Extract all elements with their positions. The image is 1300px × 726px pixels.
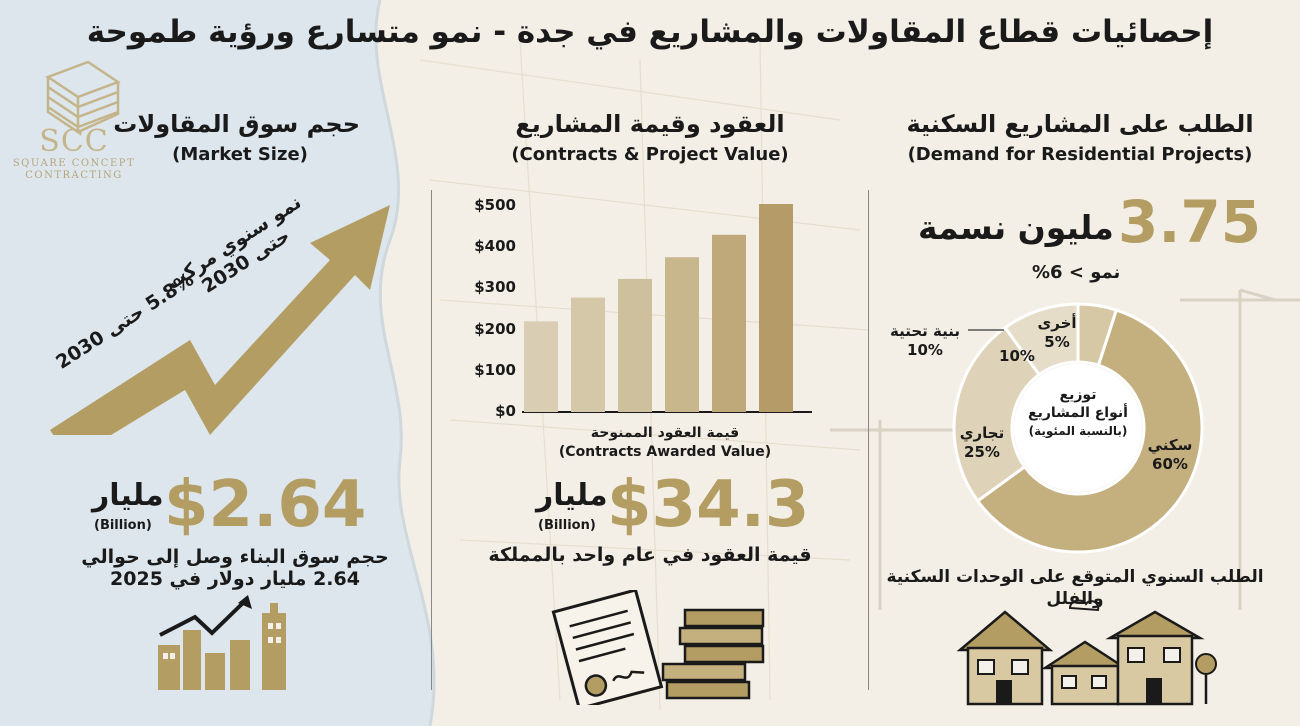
infra-leader-line: [968, 329, 1004, 331]
segment-inner-infrastructure: 10%: [999, 347, 1035, 365]
donut-center: [1014, 364, 1142, 492]
market-unit-en: (Billion): [94, 518, 152, 533]
segment-label-residential: سكني 60%: [1147, 436, 1193, 473]
contracts-heading-en: (Contracts & Project Value): [511, 144, 789, 165]
contracts-value: $34.3: [607, 468, 810, 542]
donut-slice: [1076, 302, 1119, 368]
scc-logo-icon: [45, 60, 121, 135]
residential-heading: الطلب على المشاريع السكنية: [906, 110, 1254, 138]
y-tick: $100: [474, 361, 516, 379]
contracts-unit-en: (Billion): [538, 518, 596, 533]
market-value: $2.64: [164, 468, 367, 542]
contracts-description: قيمة العقود في عام واحد بالمملكة: [488, 544, 812, 566]
bar: [759, 204, 793, 412]
donut-center-label: توزيع أنواع المشاريع (بالنسبة المئوية): [1028, 387, 1128, 438]
donut-slice: [975, 308, 1204, 554]
houses-icon: [956, 599, 1217, 706]
y-tick: $400: [474, 237, 516, 255]
market-heading-en: (Market Size): [172, 144, 308, 165]
bar: [524, 321, 558, 412]
y-tick: $500: [474, 196, 516, 214]
project-distribution-donut: [952, 302, 1204, 554]
contract-money-icon: [551, 590, 765, 705]
bar: [665, 257, 699, 412]
population-unit: مليون نسمة: [918, 208, 1114, 247]
population-value: 3.75: [1118, 188, 1262, 256]
y-axis-ticks: $500 $400 $300 $200 $100 $0: [468, 196, 518, 426]
segment-label-commercial: تجاري 25%: [959, 424, 1005, 461]
bar: [618, 278, 652, 412]
contracts-unit: مليار: [536, 478, 608, 513]
population-growth: نمو > 6%: [1032, 262, 1121, 283]
logo-letters: SCC: [39, 124, 109, 159]
logo-subtitle: SQUARE CONCEPT CONTRACTING: [12, 158, 136, 181]
residential-description: الطلب السنوي المتوقع على الوحدات السكنية…: [886, 567, 1264, 609]
market-heading: حجم سوق المقاولات: [113, 110, 360, 138]
y-tick: $300: [474, 278, 516, 296]
market-unit: مليار: [92, 478, 164, 513]
divider-left: [431, 190, 432, 690]
divider-right: [868, 190, 869, 690]
bar: [571, 297, 605, 412]
chart-xlabel: قيمة العقود الممنوحة (Contracts Awarded V…: [558, 425, 772, 460]
residential-heading-en: (Demand for Residential Projects): [907, 144, 1253, 165]
contracts-bar-chart: [522, 204, 812, 413]
city-growth-icon: [158, 595, 286, 690]
segment-label-infrastructure: بنية تحتية 10%: [890, 322, 960, 359]
contracts-heading: العقود وقيمة المشاريع: [515, 110, 785, 138]
segment-label-other: أخرى 5%: [1037, 314, 1077, 351]
page-title: إحصائيات قطاع المقاولات والمشاريع في جدة…: [86, 14, 1214, 50]
y-tick: $0: [495, 402, 516, 420]
bar: [712, 234, 746, 412]
y-tick: $200: [474, 320, 516, 338]
growth-arrow-icon: [50, 205, 390, 435]
market-description: حجم سوق البناء وصل إلى حوالي 2.64 مليار د…: [81, 546, 389, 590]
